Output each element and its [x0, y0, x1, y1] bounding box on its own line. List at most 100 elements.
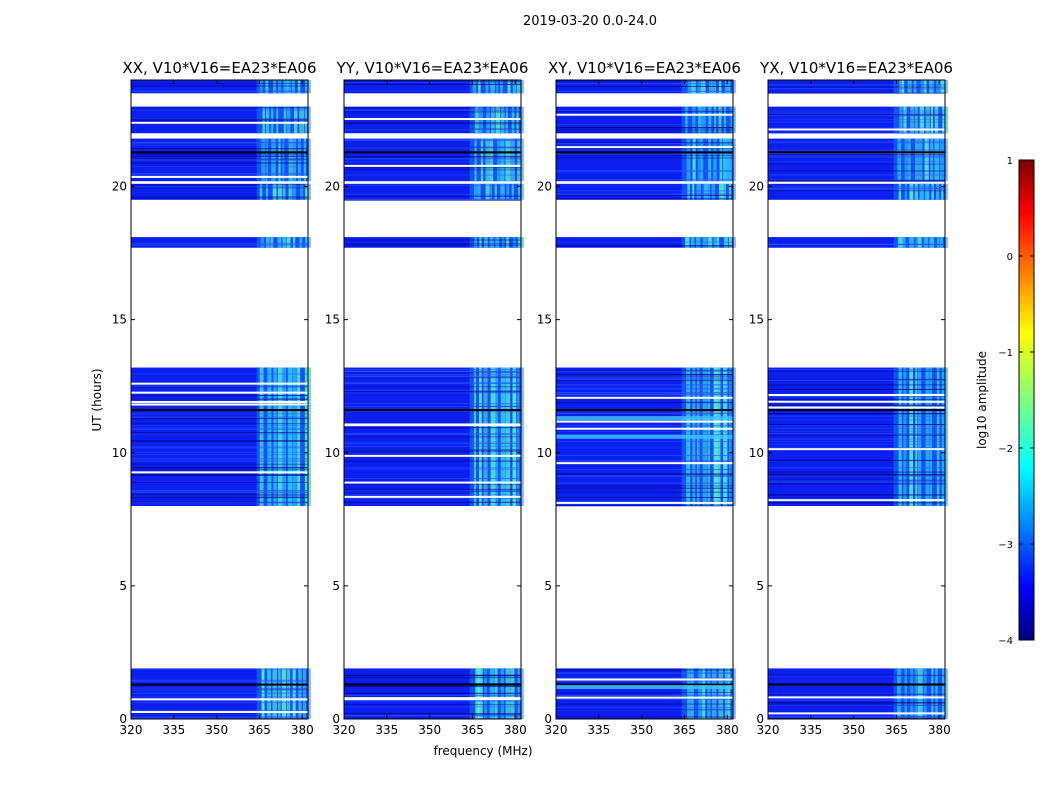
band-streak: [271, 106, 274, 134]
band-streak: [930, 106, 934, 134]
flag-gap: [556, 113, 733, 116]
speckle-line: [556, 377, 733, 379]
speckle-line: [556, 475, 733, 477]
speckle-line: [344, 498, 521, 500]
speckle-line: [556, 387, 733, 389]
speckle-line: [344, 83, 521, 85]
speckle-line: [344, 167, 521, 169]
band-streak: [473, 367, 477, 506]
band-streak: [496, 80, 499, 94]
band-streak: [489, 237, 494, 248]
speckle-line: [344, 484, 521, 486]
band-streak: [265, 237, 270, 248]
y-axis-label: UT (hours): [90, 368, 104, 431]
flag-line: [344, 151, 521, 154]
speckle-line: [131, 418, 308, 420]
speckle-line: [556, 487, 733, 489]
x-axis-label: frequency (MHz): [433, 744, 532, 758]
band-streak: [297, 80, 301, 94]
flag-line: [556, 151, 733, 154]
speckle-line: [131, 468, 308, 470]
speckle-line: [556, 384, 733, 386]
flag-gap: [131, 471, 308, 474]
speckle-line: [344, 433, 521, 435]
cross-band: [556, 685, 733, 690]
speckle-line: [768, 244, 945, 246]
y-tick-label: 5: [119, 579, 127, 593]
speckle-line: [556, 132, 733, 134]
band-streak: [713, 237, 717, 248]
band-streak: [925, 367, 930, 506]
y-tick-label: 15: [537, 313, 552, 327]
speckle-line: [131, 451, 308, 453]
band-streak: [302, 668, 306, 719]
speckle-line: [131, 186, 308, 188]
band-streak: [899, 106, 903, 134]
band-streak: [474, 138, 477, 182]
speckle-line: [344, 111, 521, 113]
band-streak: [700, 138, 704, 182]
speckle-line: [768, 86, 945, 88]
speckle-line: [131, 501, 308, 503]
band-streak: [265, 80, 269, 94]
band-streak: [260, 237, 265, 248]
speckle-line: [768, 404, 945, 406]
x-tick-label: 335: [587, 723, 610, 737]
band-streak: [929, 367, 933, 506]
speckle-line: [556, 500, 733, 502]
speckle-line: [556, 677, 733, 679]
flag-gap: [768, 128, 945, 131]
flag-gap: [131, 121, 308, 124]
speckle-line: [131, 688, 308, 690]
band-streak: [479, 367, 482, 506]
y-tick-label: 0: [332, 712, 340, 726]
speckle-line: [344, 199, 521, 201]
flag-gap: [768, 406, 945, 409]
band-streak: [722, 183, 726, 200]
band-streak: [924, 138, 929, 182]
speckle-line: [131, 494, 308, 496]
speckle-line: [344, 675, 521, 677]
x-tick-label: 365: [885, 723, 908, 737]
band-streak: [299, 237, 303, 248]
colorbar-tick-label: −3: [998, 540, 1013, 551]
speckle-line: [131, 447, 308, 449]
speckle-line: [768, 438, 945, 440]
speckle-line: [131, 106, 308, 108]
band-streak: [685, 237, 690, 248]
flag-gap: [768, 448, 945, 451]
speckle-line: [556, 90, 733, 92]
speckle-line: [131, 155, 308, 157]
band-streak: [909, 367, 914, 506]
speckle-line: [344, 158, 521, 160]
speckle-line: [556, 672, 733, 674]
band-streak: [925, 183, 930, 200]
speckle-line: [131, 159, 308, 161]
speckle-line: [344, 195, 521, 197]
band-streak: [506, 237, 510, 248]
y-tick-label: 20: [537, 180, 552, 194]
speckle-line: [131, 709, 308, 711]
speckle-line: [344, 140, 521, 142]
speckle-line: [344, 449, 521, 451]
band-streak: [277, 183, 283, 200]
speckle-line: [344, 392, 521, 394]
speckle-line: [556, 482, 733, 484]
x-tick-label: 380: [504, 723, 527, 737]
speckle-line: [344, 369, 521, 371]
speckle-line: [768, 379, 945, 381]
flag-gap: [131, 391, 308, 394]
band-streak: [478, 80, 481, 94]
band-streak: [919, 183, 924, 200]
speckle-line: [556, 460, 733, 462]
speckle-line: [131, 395, 308, 397]
speckle-line: [768, 405, 945, 407]
y-tick-label: 15: [749, 313, 764, 327]
band-streak: [292, 668, 296, 719]
speckle-line: [131, 701, 308, 703]
band-streak: [941, 183, 944, 200]
band-streak: [918, 367, 922, 506]
speckle-line: [556, 111, 733, 113]
speckle-line: [344, 694, 521, 696]
y-tick-label: 20: [325, 180, 340, 194]
